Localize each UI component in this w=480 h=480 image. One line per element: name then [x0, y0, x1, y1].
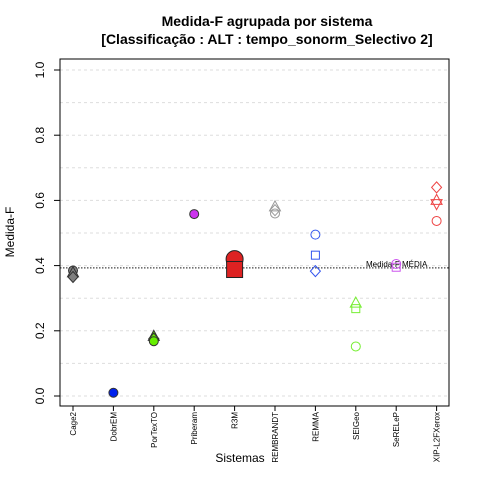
x-tick-label: REMBRANDT: [271, 412, 280, 463]
data-point: [309, 264, 322, 278]
y-tick-label: 0.6: [33, 192, 47, 209]
data-point: [430, 199, 443, 211]
chart-title-line2: [Classificação : ALT : tempo_sonorm_Sele…: [101, 31, 432, 47]
x-tick-label: XIP-L2FXerox: [433, 412, 442, 462]
data-point: [350, 341, 361, 352]
x-axis-label: Sistemas: [215, 451, 264, 465]
x-tick-label: SeRELeP: [392, 412, 401, 447]
x-tick-label: Priberam: [190, 412, 199, 445]
y-tick-label: 0.0: [33, 387, 47, 404]
y-axis: 0.0 0.2 0.4 0.6 0.8 1.0: [33, 61, 60, 404]
x-tick-label: PorTexTO: [150, 412, 159, 448]
data-point: [351, 304, 361, 314]
points-layer: [66, 181, 443, 398]
x-axis: Cage2 DobrEM PorTexTO Priberam R3M REMBRANDT R…: [69, 406, 442, 463]
y-tick-label: 0.8: [33, 127, 47, 144]
y-tick-label: 0.4: [33, 257, 47, 274]
y-axis-label: Medida-F: [3, 207, 17, 258]
x-tick-label: R3M: [231, 412, 240, 429]
data-point: [268, 199, 282, 212]
y-tick-label: 1.0: [33, 61, 47, 78]
reference-line-label: Medida-F MÉDIA: [366, 260, 428, 269]
grid-layer: [60, 69, 449, 397]
data-point: [189, 209, 200, 220]
data-point: [148, 336, 159, 347]
reference-layer: Medida-F MÉDIA: [60, 260, 449, 269]
x-tick-label: SEIGeo: [352, 411, 361, 440]
data-point: [431, 215, 442, 226]
data-point: [269, 203, 281, 217]
data-point: [108, 387, 119, 398]
data-point: [349, 296, 363, 308]
x-tick-label: REMMA: [311, 411, 320, 441]
data-point: [310, 250, 320, 260]
x-tick-label: Cage2: [69, 411, 78, 435]
data-point: [270, 208, 280, 219]
y-tick-label: 0.2: [33, 322, 47, 339]
data-point: [67, 270, 79, 284]
data-point: [430, 181, 443, 194]
data-point: [226, 261, 244, 279]
data-point: [310, 229, 321, 240]
x-tick-label: DobrEM: [109, 412, 118, 442]
chart-title-line1: Medida-F agrupada por sistema: [162, 13, 373, 29]
data-point: [391, 262, 401, 272]
